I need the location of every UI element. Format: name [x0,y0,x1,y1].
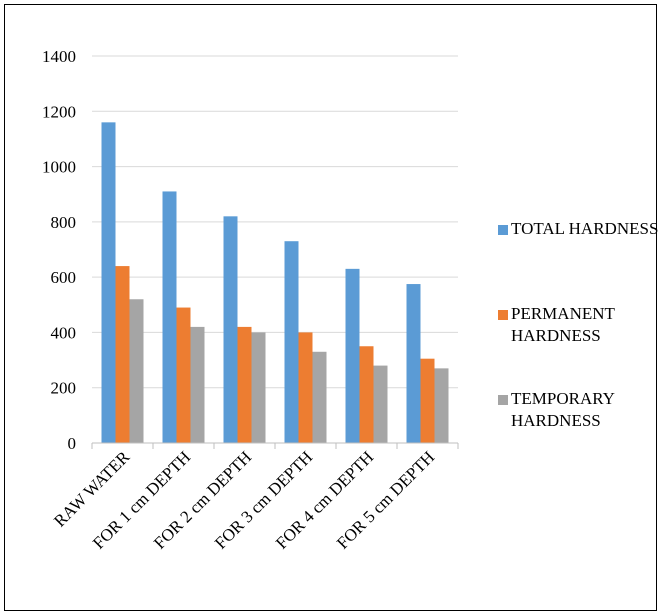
legend-item-total-hardness: TOTAL HARDNESS [498,218,658,303]
bar-temporary-hardness-raw-water [129,299,144,443]
legend-label-total-hardness: TOTAL HARDNESS [511,219,659,238]
y-tick-label-1400: 1400 [42,47,76,66]
legend-swatch-total-hardness [498,225,508,235]
bar-temporary-hardness-for-4-cm-depth [373,365,388,443]
y-tick-label-200: 200 [51,379,77,398]
legend: TOTAL HARDNESS PERMANENT HARDNESS TEMPOR… [498,218,658,473]
y-tick-labels: 0 200 400 600 800 1000 1200 1400 [42,47,76,453]
bar-permanent-hardness-for-5-cm-depth [420,358,435,443]
gridlines [92,55,458,389]
bar-permanent-hardness-for-1-cm-depth [176,307,191,443]
y-tick-label-800: 800 [51,213,77,232]
legend-item-temporary-hardness: TEMPORARY HARDNESS [498,388,658,473]
legend-item-permanent-hardness: PERMANENT HARDNESS [498,303,658,388]
bar-temporary-hardness-for-5-cm-depth [434,368,449,443]
bar-permanent-hardness-raw-water [115,266,130,443]
x-axis [91,442,459,449]
y-tick-label-400: 400 [51,323,77,342]
bar-total-hardness-for-2-cm-depth [223,216,238,443]
bar-temporary-hardness-for-3-cm-depth [312,351,327,443]
legend-label-permanent-hardness: PERMANENT HARDNESS [511,304,615,345]
bar-total-hardness-for-3-cm-depth [284,241,299,443]
bars [101,122,449,443]
legend-swatch-temporary-hardness [498,395,508,405]
bar-permanent-hardness-for-3-cm-depth [298,332,313,443]
y-tick-label-1200: 1200 [42,102,76,121]
legend-label-temporary-hardness: TEMPORARY HARDNESS [511,389,615,430]
bar-permanent-hardness-for-4-cm-depth [359,346,374,443]
y-tick-label-600: 600 [51,268,77,287]
bar-temporary-hardness-for-1-cm-depth [190,326,205,443]
bar-temporary-hardness-for-2-cm-depth [251,332,266,443]
bar-total-hardness-for-4-cm-depth [345,268,360,443]
bar-total-hardness-for-5-cm-depth [406,284,421,443]
y-tick-label-1000: 1000 [42,158,76,177]
bar-permanent-hardness-for-2-cm-depth [237,326,252,443]
legend-swatch-permanent-hardness [498,310,508,320]
bar-total-hardness-for-1-cm-depth [162,191,177,443]
bar-total-hardness-raw-water [101,122,116,443]
y-tick-label-0: 0 [68,434,77,453]
